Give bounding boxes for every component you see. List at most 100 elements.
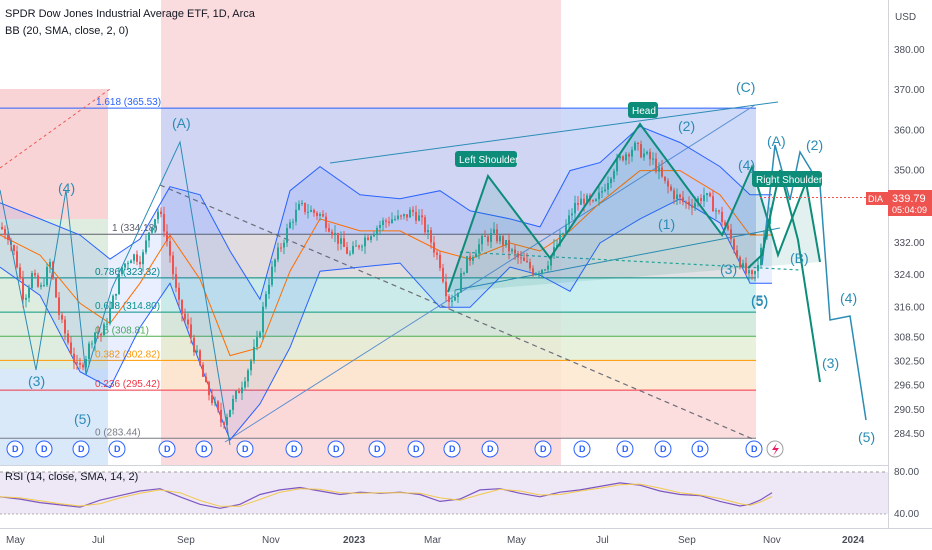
candle-body [79, 363, 81, 365]
candle-body [670, 186, 672, 191]
fib-level-label: 0.618 (314.80) [95, 301, 160, 312]
candle-body [649, 151, 651, 160]
candle-body [433, 242, 435, 253]
candle-body [220, 409, 222, 423]
dividend-marker-label: D [333, 444, 340, 454]
candle-body [265, 293, 267, 307]
wave-label: (2) [806, 137, 823, 153]
candle-body [40, 285, 42, 287]
candle-body [253, 346, 255, 361]
candle-body [406, 214, 408, 218]
candle-body [388, 221, 390, 224]
candle-body [307, 211, 309, 213]
candle-body [334, 232, 336, 236]
candle-body [451, 300, 453, 302]
candle-body [733, 239, 735, 251]
fib-zone [161, 336, 756, 361]
candle-body [526, 260, 528, 263]
candle-body [301, 202, 303, 204]
rsi-axis[interactable]: 80.00 40.00 [894, 467, 919, 520]
time-tick-label: Sep [678, 535, 696, 546]
candle-body [343, 238, 345, 247]
currency-label[interactable]: USD [895, 12, 916, 23]
candle-body [271, 266, 273, 285]
candle-body [280, 247, 282, 249]
candle-body [211, 395, 213, 404]
candle-body [538, 273, 540, 275]
rsi-band [0, 472, 888, 514]
candle-body [283, 242, 285, 248]
candle-body [319, 214, 321, 216]
dividend-marker [6, 440, 24, 458]
candle-body [61, 314, 63, 320]
candle-body [172, 255, 174, 275]
candle-body [430, 230, 432, 243]
candle-body [511, 249, 513, 252]
candle-body [259, 332, 261, 338]
candle-body [745, 263, 747, 274]
dividend-marker [368, 440, 386, 458]
dividend-marker [573, 440, 591, 458]
dividend-marker-label: D [114, 444, 121, 454]
dividend-marker [195, 440, 213, 458]
candle-body [397, 215, 399, 219]
candle-body [121, 267, 123, 274]
candle-body [91, 343, 93, 345]
candle-body [232, 398, 234, 410]
candle-body [184, 313, 186, 320]
price-badge: DIA 339.79 05:04:09 [866, 190, 932, 216]
price-tick-label: 380.00 [894, 45, 925, 56]
price-tick-label: 316.00 [894, 302, 925, 313]
candle-body [304, 202, 306, 212]
dividend-marker [158, 440, 176, 458]
candle-body [19, 267, 21, 279]
candle-body [559, 234, 561, 246]
candle-body [409, 209, 411, 218]
wave-label: (4) [840, 290, 857, 306]
fib-level-label: 0.382 (302.82) [95, 349, 160, 360]
wave-label: (5) [858, 429, 875, 445]
fib-level-label: 1.618 (365.53) [96, 97, 161, 108]
wave-label: (5) [751, 292, 768, 308]
candle-body [475, 253, 477, 258]
candle-body [676, 194, 678, 200]
candle-body [364, 237, 366, 247]
candle-body [583, 198, 585, 204]
candle-body [574, 202, 576, 214]
dividend-marker-label: D [201, 444, 208, 454]
dividend-marker [443, 440, 461, 458]
candle-body [325, 216, 327, 229]
pattern-label-box [752, 171, 822, 187]
candle-body [697, 198, 699, 204]
candle-body [715, 210, 717, 212]
candle-body [469, 256, 471, 261]
candle-body [730, 229, 732, 240]
candle-body [631, 149, 633, 157]
dividend-marker [654, 440, 672, 458]
time-tick-label: Nov [763, 535, 781, 546]
price-badge-symbol: DIA [868, 194, 883, 204]
candle-body [25, 297, 27, 300]
wave-label: (4) [58, 180, 75, 196]
candle-body [424, 217, 426, 233]
candle-body [199, 350, 201, 365]
candle-body [316, 212, 318, 216]
candle-body [352, 246, 354, 254]
time-axis[interactable]: May Jul Sep Nov 2023 Mar May Jul Sep Nov 2024 [6, 535, 865, 546]
candle-body [379, 224, 381, 228]
candle-body [202, 364, 204, 377]
candle-body [517, 253, 519, 258]
wave-label: (B) [790, 250, 809, 266]
candle-body [115, 293, 117, 296]
candle-body [442, 268, 444, 282]
candle-body [571, 213, 573, 216]
candle-body [598, 192, 600, 200]
price-axis[interactable]: 380.00370.00360.00350.00340.00332.00324.… [894, 45, 925, 440]
candle-body [592, 200, 594, 202]
pattern-label: Left Shoulder [459, 155, 519, 166]
candle-body [601, 191, 603, 193]
candle-body [415, 211, 417, 221]
candle-body [322, 214, 324, 217]
candle-body [88, 343, 90, 360]
